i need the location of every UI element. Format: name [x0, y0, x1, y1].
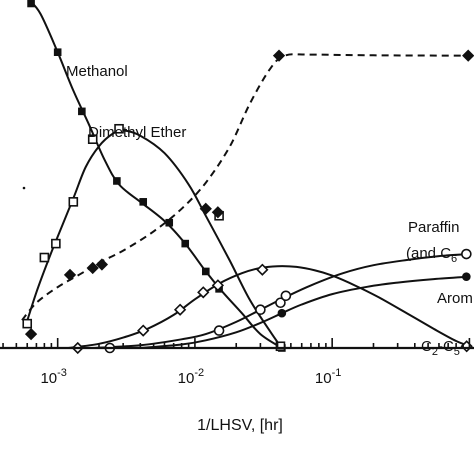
x-tick-label-base: 10 [315, 370, 332, 387]
x-tick-label: 10-3 [40, 367, 66, 387]
label-c2-c5: C2-C5 [421, 338, 460, 358]
series-line-4 [140, 275, 470, 349]
data-point-diamond [211, 206, 225, 219]
data-point-circle [277, 308, 287, 318]
label-paraffin: Paraffin [408, 219, 459, 236]
data-point-square [22, 318, 33, 329]
series-line-5 [68, 265, 470, 349]
annotations: Methanol Dimethyl Ether Paraffin (and C6… [66, 63, 473, 358]
x-tick-label-exponent: -2 [194, 367, 204, 379]
x-axis-label: 1/LHSV, [hr] [197, 417, 283, 434]
label-dimethyl-ether: Dimethyl Ether [88, 124, 186, 141]
stray-dot [22, 186, 26, 190]
data-point-diamond [137, 324, 150, 337]
data-point-diamond [462, 49, 474, 62]
data-point-diamond [24, 327, 38, 341]
data-point-square [68, 197, 79, 207]
label-methanol: Methanol [66, 63, 128, 80]
data-point-circle [280, 290, 292, 302]
label-c2-dash: -C [438, 338, 454, 355]
data-point-square [39, 252, 50, 263]
data-point-diamond [197, 286, 210, 299]
data-point-square [27, 0, 35, 8]
data-point-diamond [173, 303, 187, 316]
label-c5-sub: 5 [454, 346, 460, 358]
data-point-circle [462, 272, 471, 281]
x-tick-label: 10-2 [178, 367, 204, 387]
data-point-diamond [63, 268, 77, 282]
label-paraffin-c6-sub: 6 [451, 253, 457, 265]
series-markers [22, 0, 474, 355]
data-point-diamond [95, 258, 109, 271]
data-point-diamond [199, 202, 212, 215]
data-point-square [201, 267, 210, 276]
series-line-2 [21, 53, 470, 321]
data-point-square [78, 107, 86, 116]
data-point-diamond [86, 261, 99, 275]
x-tick-label-exponent: -3 [57, 367, 67, 379]
data-point-circle [461, 248, 472, 260]
x-tick-label-base: 10 [178, 370, 195, 387]
data-point-square [114, 123, 124, 134]
x-tick-label: 10-1 [315, 367, 341, 387]
x-ticks [2, 338, 471, 348]
data-point-square [165, 218, 174, 227]
data-point-diamond [272, 49, 286, 62]
data-point-square [181, 239, 190, 248]
x-axis: 10-3 10-2 10-1 1/LHSV, [hr] [0, 338, 474, 434]
series-curves [21, 0, 470, 349]
x-tick-label-base: 10 [40, 370, 57, 387]
data-point-circle [275, 297, 286, 309]
x-tick-labels: 10-3 10-2 10-1 [40, 367, 341, 387]
label-paraffin-c6: (and C6 [406, 245, 457, 265]
data-point-circle [255, 304, 266, 316]
data-point-square [275, 341, 286, 352]
data-point-square [113, 177, 121, 185]
data-point-square [139, 198, 148, 206]
data-point-square [87, 134, 98, 144]
x-tick-label-exponent: -1 [332, 367, 342, 379]
label-c2-sub: 2 [432, 346, 438, 358]
data-point-diamond [256, 263, 269, 276]
data-point-square [51, 238, 61, 249]
label-c2: C [421, 338, 432, 355]
data-point-circle [213, 325, 225, 336]
data-point-diamond [211, 279, 225, 292]
series-line-0 [28, 0, 283, 349]
label-arom: Arom [437, 290, 473, 307]
label-paraffin-c6-text: (and C [406, 245, 451, 262]
data-point-square [53, 48, 62, 57]
